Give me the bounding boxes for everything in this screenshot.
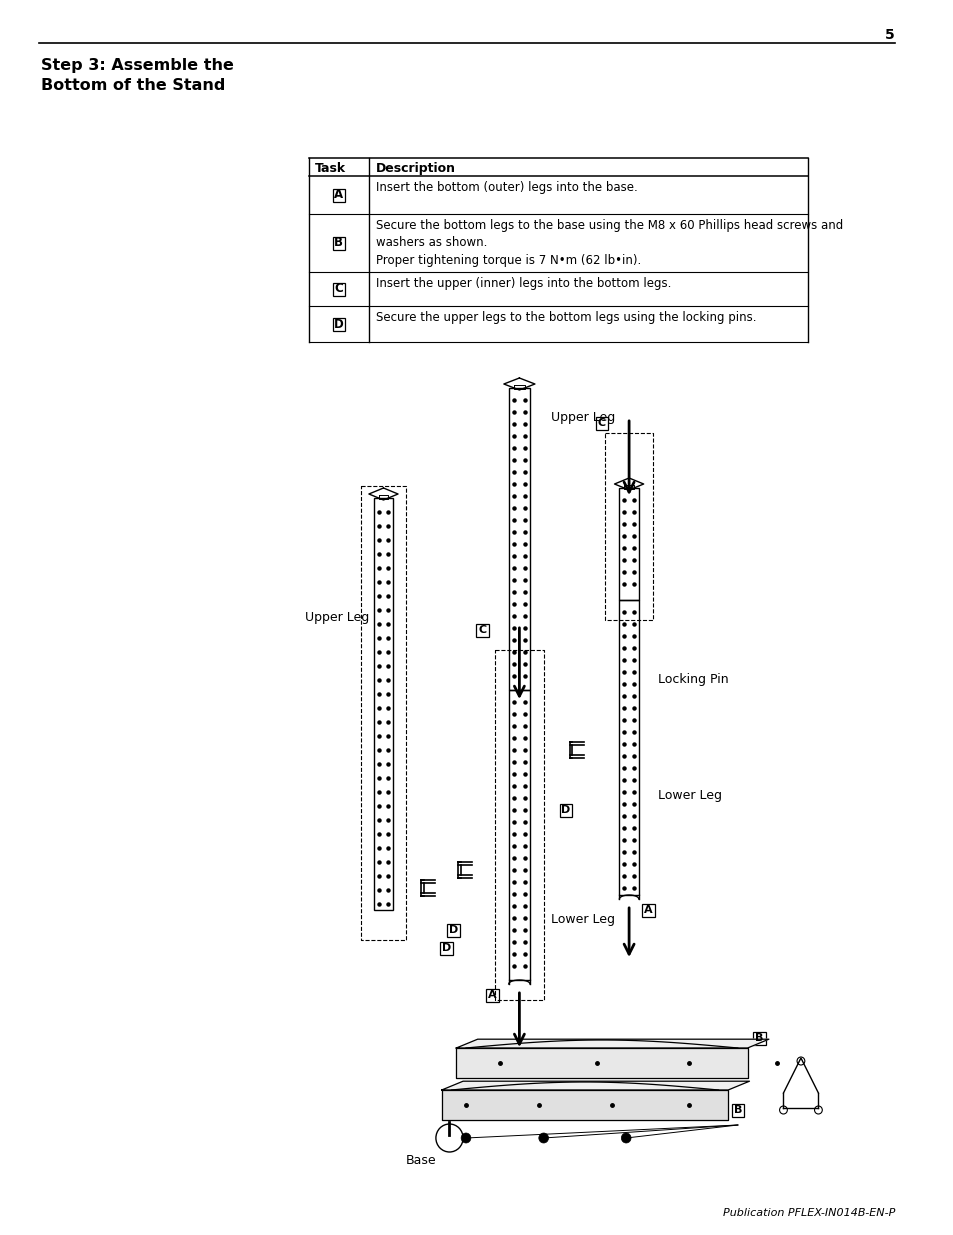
Circle shape [620,1132,630,1144]
Circle shape [538,1132,548,1144]
Bar [333,236,345,249]
Bar [731,1104,743,1116]
Text: Publication PFLEX-IN014B-EN-P: Publication PFLEX-IN014B-EN-P [722,1208,894,1218]
Text: Description: Description [375,162,456,175]
Text: Secure the bottom legs to the base using the M8 x 60 Phillips head screws and
wa: Secure the bottom legs to the base using… [375,219,842,267]
Bar [559,804,572,816]
Text: B: B [334,236,343,249]
Text: A: A [643,905,652,915]
Bar [447,924,459,936]
Bar [333,317,345,331]
Bar [618,488,639,600]
Bar [485,988,498,1002]
Text: Step 3: Assemble the
Bottom of the Stand: Step 3: Assemble the Bottom of the Stand [41,58,233,94]
Polygon shape [456,1049,747,1078]
Text: Upper Leg: Upper Leg [304,611,369,625]
Bar [508,388,530,690]
Bar [333,283,345,295]
Text: D: D [334,317,343,331]
Polygon shape [456,1039,768,1049]
Text: Upper Leg: Upper Leg [551,411,615,425]
Bar [618,600,639,895]
Text: Task: Task [314,162,345,175]
Text: C: C [335,283,343,295]
Bar [595,416,608,430]
Text: A: A [334,189,343,201]
Bar [440,941,453,955]
Text: Insert the bottom (outer) legs into the base.: Insert the bottom (outer) legs into the … [375,182,637,194]
Text: C: C [478,625,486,635]
Circle shape [460,1132,471,1144]
Text: Insert the upper (inner) legs into the bottom legs.: Insert the upper (inner) legs into the b… [375,277,670,290]
Text: Lower Leg: Lower Leg [658,788,721,802]
Text: Locking Pin: Locking Pin [658,673,728,687]
Text: B: B [733,1105,741,1115]
Polygon shape [441,1091,727,1120]
Bar [508,690,530,981]
Text: 5: 5 [884,28,894,42]
Text: D: D [560,805,570,815]
Bar [752,1031,764,1045]
Text: Secure the upper legs to the bottom legs using the locking pins.: Secure the upper legs to the bottom legs… [375,311,756,324]
Text: Base: Base [406,1153,436,1167]
Bar [476,624,488,636]
Text: B: B [754,1032,762,1044]
Bar [374,498,393,910]
Text: A: A [487,990,496,1000]
Text: D: D [448,925,457,935]
Text: C: C [598,417,605,429]
Text: Lower Leg: Lower Leg [551,914,615,926]
Text: D: D [441,944,451,953]
Bar [641,904,654,916]
Polygon shape [441,1081,749,1091]
Bar [333,189,345,201]
